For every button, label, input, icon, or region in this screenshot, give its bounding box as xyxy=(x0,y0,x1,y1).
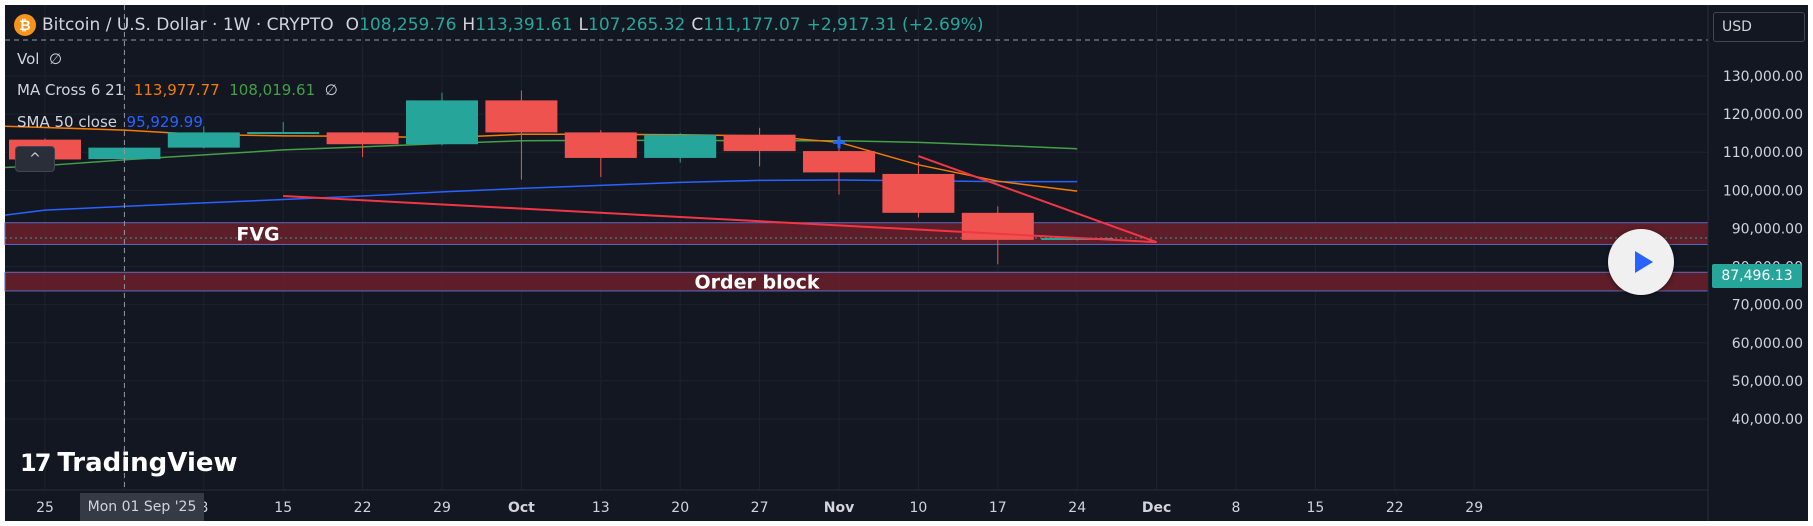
time-tick-label: 24 xyxy=(1068,500,1086,516)
candle-body xyxy=(803,151,875,173)
candle-body xyxy=(167,132,240,148)
volume-label: Vol xyxy=(17,50,40,68)
candle-body xyxy=(406,100,478,145)
ma-cross-label: MA Cross 6 21 xyxy=(17,81,125,99)
zone-rect xyxy=(4,271,1709,292)
time-tick-label: 29 xyxy=(1465,500,1483,516)
time-axis[interactable]: 25Mon 01 Sep '258152229Oct132027Nov10172… xyxy=(36,500,1483,516)
ma-cross-indicator[interactable]: MA Cross 6 21 113,977.77 108,019.61 ∅ xyxy=(17,81,338,99)
price-tick-label: 110,000.00 xyxy=(1723,145,1803,161)
sma50-indicator[interactable]: SMA 50 close 95,929.99 xyxy=(17,113,203,131)
replay-play-button[interactable] xyxy=(1608,229,1674,295)
sma50-value: 95,929.99 xyxy=(126,113,203,131)
low-value: 107,265.32 xyxy=(588,15,686,35)
candles xyxy=(9,90,1114,265)
bitcoin-icon: ₿ xyxy=(14,14,36,36)
volume-value: ∅ xyxy=(49,50,63,68)
projection-path xyxy=(283,155,1157,244)
time-tick-label: 25 xyxy=(36,500,54,516)
time-tick-label: 29 xyxy=(433,500,451,516)
time-tick-label: 15 xyxy=(1306,500,1324,516)
collapse-legend-button[interactable]: ^ xyxy=(15,146,55,172)
price-tick-label: 60,000.00 xyxy=(1732,336,1803,352)
close-label: C xyxy=(691,15,704,35)
time-tick-label: 13 xyxy=(592,500,610,516)
symbol-title[interactable]: Bitcoin / U.S. Dollar · 1W · CRYPTO xyxy=(42,15,334,35)
volume-indicator[interactable]: Vol ∅ xyxy=(17,50,62,68)
crosshair-date-label: Mon 01 Sep '25 xyxy=(80,493,204,521)
time-tick-label: 15 xyxy=(274,500,292,516)
candle-body xyxy=(1041,237,1114,240)
price-tick-label: 100,000.00 xyxy=(1723,183,1803,199)
zones xyxy=(4,222,1709,292)
crosshair xyxy=(5,5,1708,490)
tradingview-logo-text: TradingView xyxy=(57,448,238,478)
price-tick-label: 40,000.00 xyxy=(1732,412,1803,428)
ma-slow-value: 108,019.61 xyxy=(229,81,316,99)
candle-body xyxy=(485,100,558,133)
time-tick-label: 8 xyxy=(1232,500,1241,516)
ma-fast-value: 113,977.77 xyxy=(133,81,220,99)
candle-body xyxy=(247,132,320,135)
high-value: 113,391.61 xyxy=(475,15,573,35)
time-tick-label: 10 xyxy=(909,500,927,516)
price-tick-label: 120,000.00 xyxy=(1723,107,1803,123)
ma-empty-value: ∅ xyxy=(324,81,338,99)
zone-label: Order block xyxy=(694,272,819,294)
open-value: 108,259.76 xyxy=(359,15,457,35)
candle-body xyxy=(723,134,796,152)
change-value: +2,917.31 (+2.69%) xyxy=(806,15,984,35)
time-tick-label: Nov xyxy=(824,500,854,516)
chart-background xyxy=(5,5,1808,521)
time-tick-label: Dec xyxy=(1142,500,1171,516)
time-tick-label: 22 xyxy=(1386,500,1404,516)
high-label: H xyxy=(462,15,476,35)
play-icon xyxy=(1634,251,1653,273)
price-tick-label: 70,000.00 xyxy=(1732,298,1803,314)
marker-cross xyxy=(833,136,845,149)
candle-body xyxy=(644,134,717,158)
time-tick-label: 17 xyxy=(989,500,1007,516)
currency-selector[interactable]: USD xyxy=(1713,12,1805,42)
last-price-tag: 87,496.13 xyxy=(1712,264,1802,288)
candle-body xyxy=(564,132,637,158)
low-label: L xyxy=(578,15,589,35)
open-label: O xyxy=(345,15,360,35)
legend-header: ₿ Bitcoin / U.S. Dollar · 1W · CRYPTO O1… xyxy=(14,14,983,36)
chevron-up-icon: ^ xyxy=(29,151,41,167)
sma50-label: SMA 50 close xyxy=(17,113,117,131)
close-value: 111,177.07 xyxy=(703,15,801,35)
price-tick-label: 90,000.00 xyxy=(1732,221,1803,237)
projection-line xyxy=(283,155,1157,244)
price-tick-label: 50,000.00 xyxy=(1732,374,1803,390)
zone-label: FVG xyxy=(236,224,279,246)
zone-labels: FVG Order block xyxy=(236,224,820,294)
candle-body xyxy=(882,173,955,213)
time-tick-label: 20 xyxy=(671,500,689,516)
time-tick-label: 22 xyxy=(354,500,372,516)
tradingview-logo-mark: 17 xyxy=(20,449,51,477)
time-tick-label: Oct xyxy=(508,500,535,516)
tradingview-logo[interactable]: 17 TradingView xyxy=(20,448,238,478)
price-tick-label: 130,000.00 xyxy=(1723,69,1803,85)
candle-body xyxy=(326,132,399,145)
time-tick-label: 27 xyxy=(751,500,769,516)
